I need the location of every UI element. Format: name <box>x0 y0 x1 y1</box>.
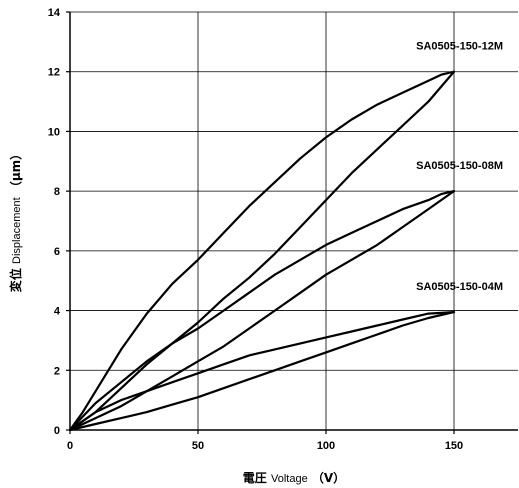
y-tick-label: 12 <box>48 67 60 79</box>
y-axis-title-unit: （μm） <box>8 148 23 193</box>
x-axis-title-cn: 電圧 <box>243 471 267 485</box>
y-axis-title-en: Displacement <box>11 197 23 264</box>
plot-area <box>70 12 518 430</box>
y-tick-label: 10 <box>48 126 60 138</box>
x-tick-label: 0 <box>67 440 73 452</box>
x-axis-title-unit: （V） <box>312 470 345 485</box>
x-tick-label: 100 <box>317 440 335 452</box>
x-tick-label: 50 <box>192 440 204 452</box>
series-label-sa0505-150-12m: SA0505-150-12M <box>416 41 503 53</box>
y-tick-labels: 0 2 4 6 8 10 12 14 <box>48 7 61 437</box>
series-line-sa0505-150-08m-lower <box>68 190 456 432</box>
y-axis-title-cn: 変位 <box>8 268 23 292</box>
series-line-sa0505-150-04m-upper <box>68 311 456 432</box>
series-label-sa0505-150-04m: SA0505-150-04M <box>416 281 503 293</box>
y-tick-label: 14 <box>48 7 61 19</box>
y-tick-label: 0 <box>54 425 60 437</box>
y-tick-label: 2 <box>54 365 60 377</box>
series-line-sa0505-150-08m-upper <box>68 190 456 432</box>
series-labels: SA0505-150-12M SA0505-150-08M SA0505-150-0… <box>416 41 503 293</box>
series-lines <box>68 70 456 432</box>
series-line-sa0505-150-12m-upper <box>68 70 456 432</box>
x-axis-title-en: Voltage <box>271 473 308 485</box>
y-axis-title: 変位 Displacement （μm） <box>8 148 23 292</box>
series-label-sa0505-150-08m: SA0505-150-08M <box>416 160 503 172</box>
x-axis-title: 電圧 Voltage （V） <box>243 470 345 485</box>
x-tick-labels: 0 50 100 150 <box>67 440 463 452</box>
y-tick-label: 8 <box>54 186 60 198</box>
series-line-sa0505-150-12m-lower <box>68 70 456 432</box>
axes <box>66 11 518 434</box>
grid-lines <box>70 11 518 430</box>
series-line-sa0505-150-04m-lower <box>68 311 456 432</box>
y-tick-label: 4 <box>54 306 61 318</box>
y-tick-label: 6 <box>54 246 60 258</box>
x-tick-label: 150 <box>445 440 463 452</box>
